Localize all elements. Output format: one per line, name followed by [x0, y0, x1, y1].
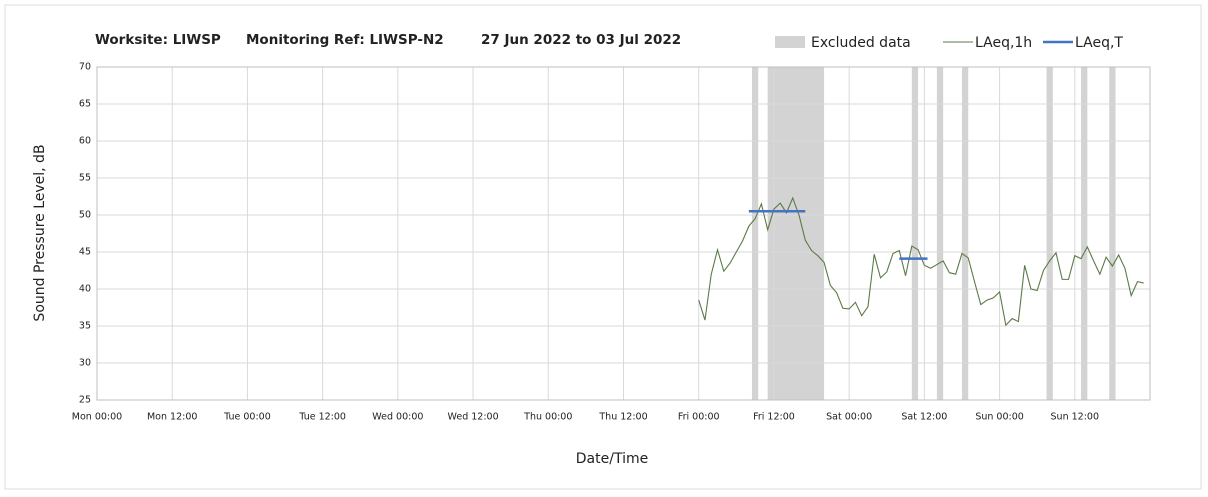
excluded-band [961, 67, 969, 400]
x-tick-label: Sat 12:00 [901, 412, 947, 423]
chart-title: Monitoring Ref: LIWSP-N2 [246, 32, 444, 48]
x-tick-label: Tue 12:00 [298, 412, 346, 423]
plot-area [96, 66, 1151, 401]
x-tick-label: Thu 00:00 [523, 412, 572, 423]
x-tick-label: Fri 12:00 [753, 412, 795, 423]
excluded-band [767, 67, 825, 400]
x-tick-label: Wed 12:00 [448, 412, 499, 423]
excluded-band [751, 67, 759, 400]
y-tick-label: 30 [79, 358, 91, 369]
x-tick-label: Mon 00:00 [72, 412, 122, 423]
chart-title: 27 Jun 2022 to 03 Jul 2022 [481, 32, 681, 48]
x-tick-label: Mon 12:00 [147, 412, 197, 423]
x-tick-label: Sun 00:00 [975, 412, 1023, 423]
y-tick-label: 65 [79, 99, 91, 110]
y-tick-label: 35 [79, 321, 91, 332]
y-tick-label: 70 [79, 62, 91, 73]
legend-label: LAeq,1h [975, 35, 1032, 51]
x-tick-label: Sat 00:00 [826, 412, 872, 423]
excluded-band [911, 67, 919, 400]
y-tick-label: 55 [79, 173, 91, 184]
excluded-band [1046, 67, 1053, 400]
excluded-band [936, 67, 944, 400]
legend-label: LAeq,T [1075, 35, 1123, 51]
y-tick-label: 45 [79, 247, 91, 258]
legend-label: Excluded data [811, 35, 911, 51]
frame [4, 4, 1202, 490]
y-tick-label: 60 [79, 136, 91, 147]
y-tick-label: 25 [79, 395, 91, 406]
y-tick-label: 40 [79, 284, 91, 295]
x-tick-label: Wed 00:00 [372, 412, 423, 423]
legend-swatch [775, 36, 805, 48]
excluded-band [1081, 67, 1088, 400]
x-tick-label: Thu 12:00 [598, 412, 647, 423]
line-series [748, 210, 928, 260]
y-tick-label: 50 [79, 210, 91, 221]
x-tick-label: Sun 12:00 [1051, 412, 1099, 423]
y-axis-label: Sound Pressure Level, dB [32, 144, 48, 321]
x-tick-label: Tue 00:00 [223, 412, 271, 423]
x-tick-label: Fri 00:00 [678, 412, 720, 423]
excluded-band [1109, 67, 1116, 400]
x-axis-label: Date/Time [576, 451, 648, 467]
chart-title: Worksite: LIWSP [95, 32, 221, 48]
